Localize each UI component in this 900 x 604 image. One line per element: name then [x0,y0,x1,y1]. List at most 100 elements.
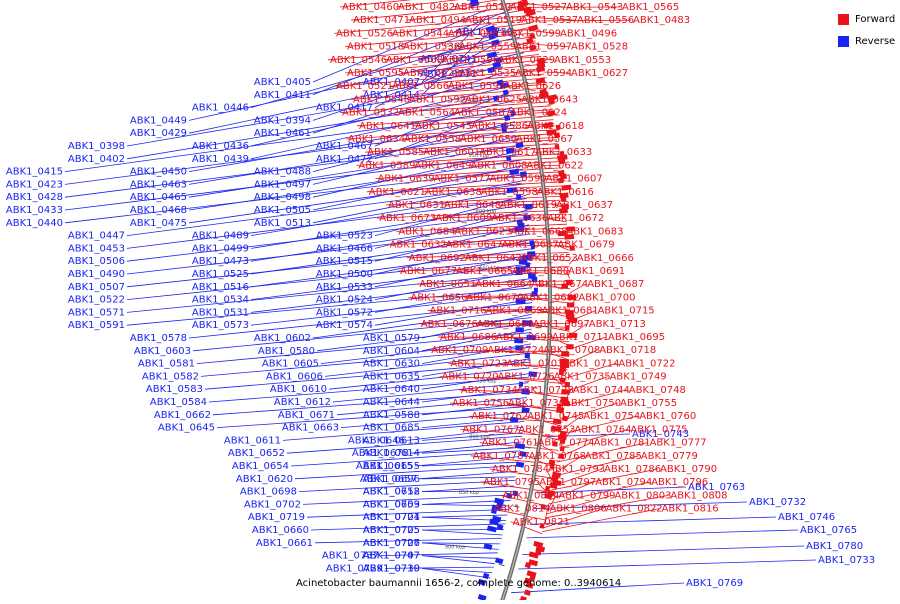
gene-label: ABK1_0697 [533,319,590,330]
gene-label: ABK1_0578 [130,333,187,344]
ruler-tick-label: 850 kbp [459,490,479,496]
gene-label: ABK1_0440 [6,218,63,229]
gene-label: ABK1_0584 [150,397,207,408]
gene-label: ABK1_0768 [529,451,586,462]
gene-label: ABK1_0745 [527,411,584,422]
gene-label: ABK1_0519 [465,15,522,26]
gene-label: ABK1_0719 [248,512,305,523]
gene-label: ABK1_0715 [598,306,655,317]
gene-label: ABK1_0447 [68,231,125,242]
gene-label: ABK1_0749 [610,372,667,383]
forward-feature-block [520,596,527,600]
gene-label: ABK1_0753 [518,424,575,435]
gene-label: ABK1_0518 [347,42,404,53]
gene-label: ABK1_0598 [481,187,538,198]
gene-label: ABK1_0622 [526,160,583,171]
forward-label: Forward [855,14,895,25]
gene-label: ABK1_0726 [498,372,555,383]
gene-label: ABK1_0683 [566,226,623,237]
gene-label: ABK1_0624 [510,108,567,119]
gene-label: ABK1_0699 [496,332,553,343]
gene-label: ABK1_0736 [508,398,565,409]
gene-label: ABK1_0446 [192,103,249,114]
gene-label: ABK1_0648 [444,200,501,211]
gene-label: ABK1_0638 [425,187,482,198]
gene-label: ABK1_0411 [254,90,311,101]
gene-label: ABK1_0599 [504,28,561,39]
gene-label: ABK1_0804 [502,490,559,501]
gene-label: ABK1_0716 [430,306,487,317]
reverse-leader-line [522,546,804,555]
gene-label: ABK1_0746 [778,512,835,523]
gene-label: ABK1_0613 [363,435,420,446]
gene-label: ABK1_0632 [390,240,447,251]
gene-label: ABK1_0816 [662,504,719,515]
gene-label: ABK1_0720 [442,372,499,383]
gene-label: ABK1_0690 [477,319,534,330]
gene-label: ABK1_0593 [448,81,505,92]
gene-label: ABK1_0750 [564,398,621,409]
gene-label: ABK1_0463 [130,179,187,190]
gene-label: ABK1_0651 [419,279,476,290]
gene-label: ABK1_0761 [482,438,539,449]
gene-label: ABK1_0423 [6,179,63,190]
gene-label: ABK1_0465 [130,192,187,203]
gene-label: ABK1_0660 [252,525,309,536]
gene-label: ABK1_0767 [462,424,519,435]
gene-label: ABK1_0489 [192,231,249,242]
gene-label: ABK1_0732 [749,497,806,508]
gene-label: ABK1_0661 [256,538,313,549]
gene-label: ABK1_0794 [595,477,652,488]
gene-label: ABK1_0526 [336,28,393,39]
gene-label: ABK1_0628 [403,68,460,79]
gene-label: ABK1_0608 [470,160,527,171]
gene-label: ABK1_0754 [583,411,640,422]
gene-label: ABK1_0764 [574,424,631,435]
gene-label: ABK1_0528 [571,42,628,53]
gene-label: ABK1_0620 [236,474,293,485]
gene-label: ABK1_0779 [641,451,698,462]
gene-label: ABK1_0516 [192,282,249,293]
gene-label: ABK1_0523 [316,231,373,242]
gene-label: ABK1_0500 [316,269,373,280]
gene-label: ABK1_0708 [543,345,600,356]
gene-label: ABK1_0797 [539,477,596,488]
gene-label: ABK1_0650 [460,134,517,145]
gene-label: ABK1_0586 [471,121,528,132]
legend: Forward Reverse [838,8,898,52]
gene-label: ABK1_0724 [487,345,544,356]
gene-label: ABK1_0748 [629,385,686,396]
gene-label: ABK1_0668 [510,226,567,237]
gene-label: ABK1_0806 [550,504,607,515]
gene-label: ABK1_0449 [130,115,187,126]
gene-label: ABK1_0433 [6,205,63,216]
gene-label: ABK1_0672 [547,213,604,224]
gene-label: ABK1_0647 [446,240,503,251]
gene-label: ABK1_0655 [363,461,420,472]
gene-label: ABK1_0592 [409,94,466,105]
gene-label: ABK1_0662 [154,410,211,421]
gene-label: ABK1_0663 [282,423,339,434]
gene-label: ABK1_0579 [363,333,420,344]
gene-label: ABK1_0654 [232,461,289,472]
gene-label: ABK1_0780 [806,541,863,552]
reverse-leader-line [527,530,798,538]
gene-label: ABK1_0573 [192,320,249,331]
gene-label: ABK1_0461 [254,128,311,139]
gene-label: ABK1_0765 [800,525,857,536]
gene-label: ABK1_0522 [68,295,125,306]
gene-label: ABK1_0634 [348,134,405,145]
gene-label: ABK1_0671 [278,410,335,421]
gene-label: ABK1_0722 [618,358,675,369]
gene-label: ABK1_0635 [363,371,420,382]
gene-label: ABK1_0466 [316,243,373,254]
gene-label: ABK1_0618 [527,121,584,132]
gene-label: ABK1_0591 [68,320,125,331]
gene-label: ABK1_0636 [491,213,548,224]
gene-label: ABK1_0631 [388,200,445,211]
gene-label: ABK1_0580 [258,346,315,357]
gene-label: ABK1_0616 [537,187,594,198]
gene-label: ABK1_0603 [134,346,191,357]
gene-label: ABK1_0601 [423,147,480,158]
